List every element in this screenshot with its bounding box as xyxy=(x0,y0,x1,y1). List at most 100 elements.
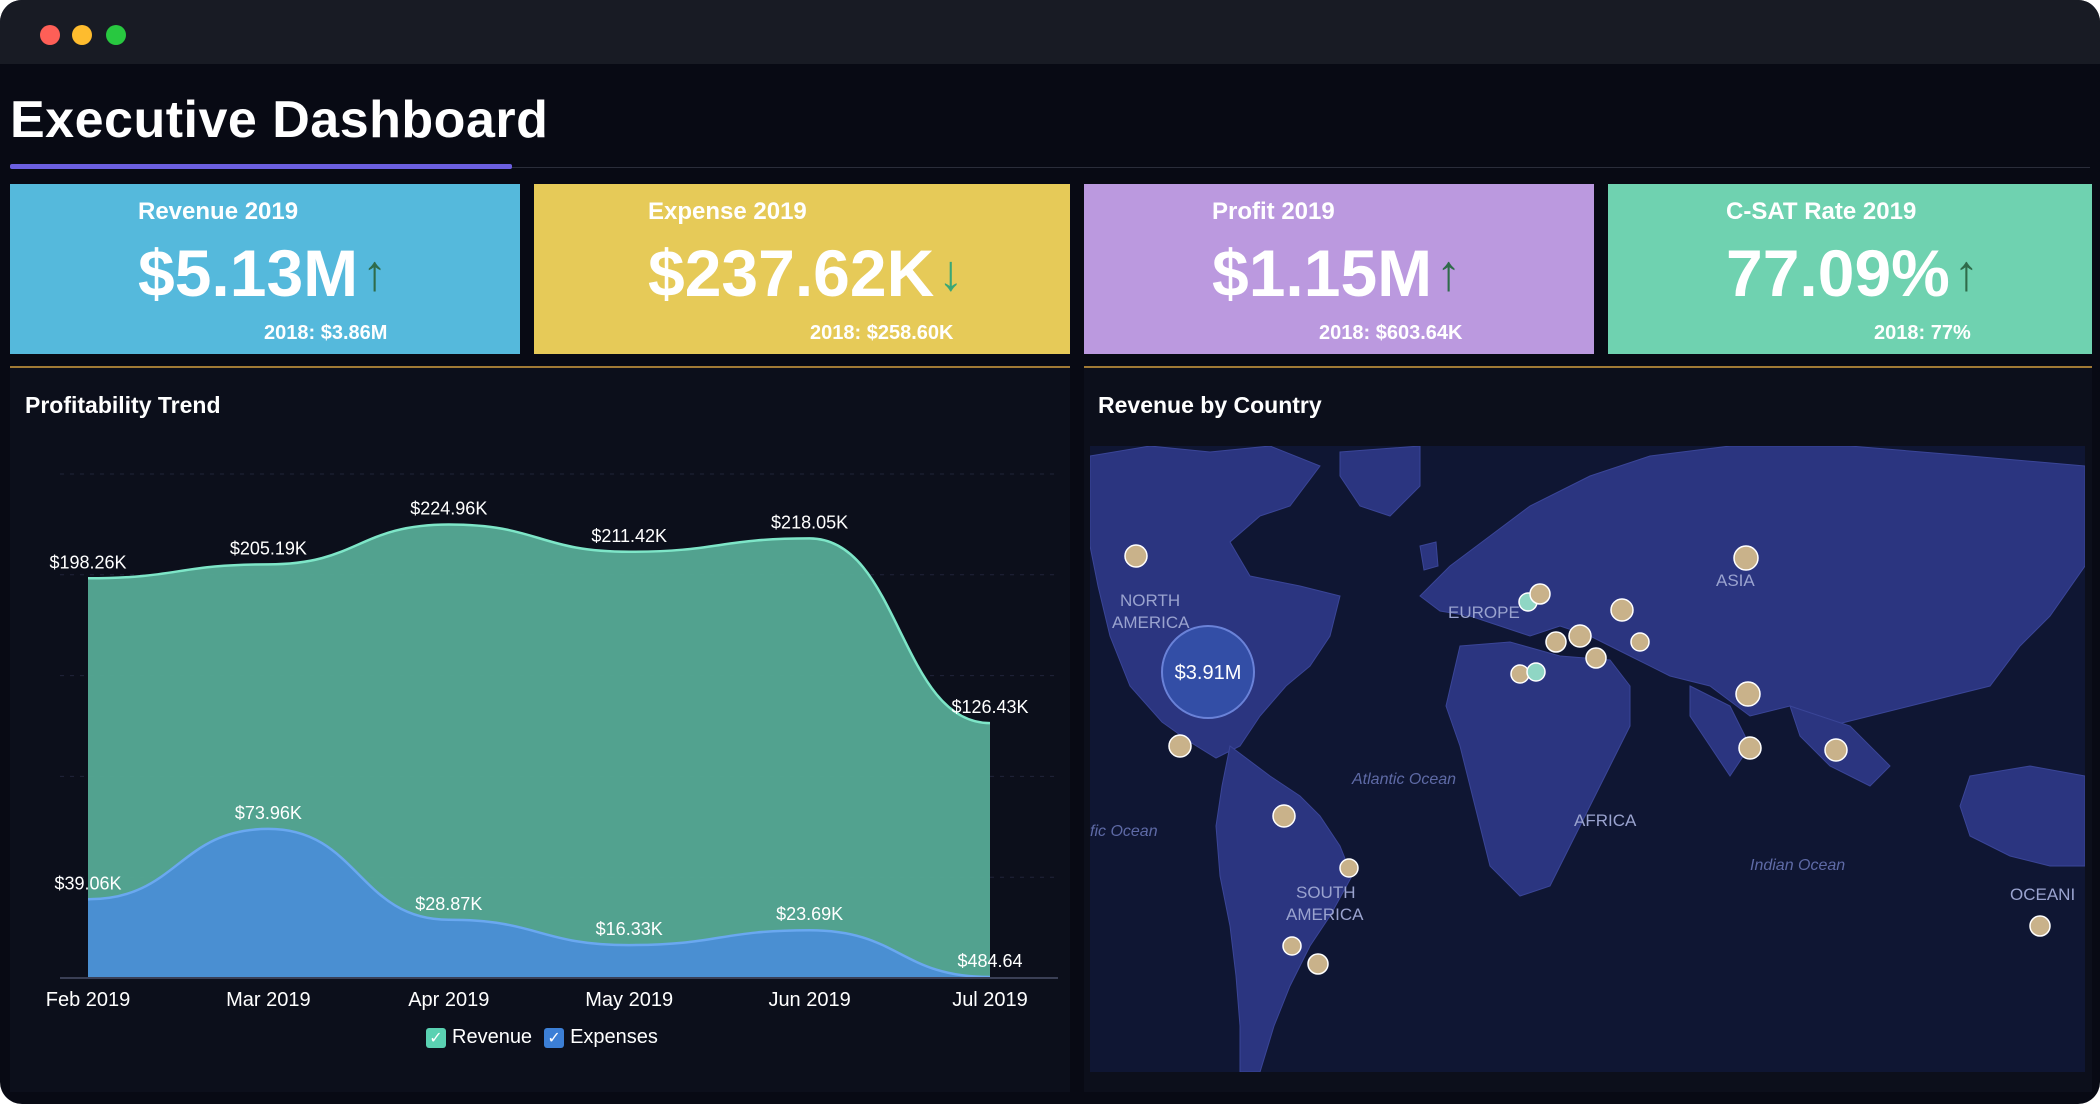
ocean-label: Atlantic Ocean xyxy=(1351,771,1456,788)
checkbox-checked-icon[interactable]: ✓ xyxy=(544,1027,565,1048)
country-markers[interactable] xyxy=(1124,544,2051,975)
kpi-card-profit[interactable]: Profit 2019 $1.15M ↑ 2018: $603.64K xyxy=(1084,184,1594,354)
continent-label: NORTH xyxy=(1120,591,1180,610)
data-label: $126.43K xyxy=(951,697,1028,717)
data-label: $224.96K xyxy=(410,498,487,518)
ocean-labels: Atlantic Ocean fic Ocean Indian Ocean xyxy=(1090,771,1845,874)
country-marker[interactable] xyxy=(1824,738,1848,762)
country-marker[interactable] xyxy=(1610,598,1634,622)
country-marker[interactable] xyxy=(1339,858,1359,878)
kpi-card-revenue[interactable]: Revenue 2019 $5.13M ↑ 2018: $3.86M xyxy=(10,184,520,354)
kpi-value: $5.13M xyxy=(138,236,359,310)
continent-label: AMERICA xyxy=(1112,613,1190,632)
continent-label: AFRICA xyxy=(1574,811,1637,830)
page-title: Executive Dashboard xyxy=(10,91,549,149)
country-marker[interactable] xyxy=(2029,915,2051,937)
kpi-previous-value: 2018: 77% xyxy=(1874,322,1971,344)
country-marker[interactable] xyxy=(1568,624,1592,648)
data-label: $28.87K xyxy=(415,894,482,914)
continent-label: AMERICA xyxy=(1286,905,1364,924)
greenland-shape xyxy=(1339,446,1421,517)
data-label: $218.05K xyxy=(771,512,848,532)
ocean-label: fic Ocean xyxy=(1090,823,1158,840)
kpi-card-csat[interactable]: C-SAT Rate 2019 77.09% ↑ 2018: 77% xyxy=(1608,184,2092,354)
eurasia-shape xyxy=(1419,446,2085,727)
data-label: $16.33K xyxy=(596,919,663,939)
country-marker[interactable] xyxy=(1168,734,1192,758)
country-marker[interactable] xyxy=(1307,953,1329,975)
world-map[interactable]: NORTH AMERICA EUROPE ASIA AFRICA SOUTH A… xyxy=(1090,446,2085,1072)
panel-title: Profitability Trend xyxy=(25,392,221,418)
country-marker[interactable] xyxy=(1529,583,1551,605)
south-america-shape xyxy=(1215,745,1353,1072)
country-marker[interactable] xyxy=(1733,545,1759,571)
country-marker[interactable] xyxy=(1272,804,1296,828)
data-label: $484.64 xyxy=(957,951,1022,971)
x-tick-label: May 2019 xyxy=(585,989,673,1011)
continent-label: OCEANI xyxy=(2010,885,2075,904)
data-label: $23.69K xyxy=(776,904,843,924)
trend-down-arrow-icon: ↓ xyxy=(938,245,964,301)
kpi-previous-value: 2018: $258.60K xyxy=(810,322,954,344)
highlight-marker-usa[interactable] xyxy=(1161,625,1255,719)
x-tick-label: Jul 2019 xyxy=(952,989,1028,1011)
data-label: $198.26K xyxy=(49,552,126,572)
country-marker[interactable] xyxy=(1545,631,1567,653)
x-tick-label: Jun 2019 xyxy=(768,989,850,1011)
line-expenses xyxy=(87,827,991,979)
legend-item-revenue[interactable]: ✓ Revenue xyxy=(426,1026,532,1049)
legend-label: Expenses xyxy=(570,1026,658,1048)
kpi-value: $237.62K xyxy=(648,236,935,310)
south-asia-shape xyxy=(1689,685,1751,777)
kpi-title: C-SAT Rate 2019 xyxy=(1726,198,1917,225)
country-marker[interactable] xyxy=(1510,664,1530,684)
country-marker[interactable] xyxy=(1735,681,1761,707)
chart-legend: ✓ Revenue ✓ Expenses xyxy=(426,1026,658,1049)
kpi-previous-value: 2018: $603.64K xyxy=(1319,322,1463,344)
country-marker[interactable] xyxy=(1738,736,1762,760)
country-marker[interactable] xyxy=(1585,647,1607,669)
legend-item-expenses[interactable]: ✓ Expenses xyxy=(544,1026,658,1049)
title-divider xyxy=(512,167,2090,168)
panel-divider xyxy=(10,366,1070,368)
kpi-title: Revenue 2019 xyxy=(138,198,299,225)
line-revenue xyxy=(87,523,991,725)
area-expenses[interactable] xyxy=(88,828,990,978)
north-america-shape xyxy=(1090,446,1341,759)
legend-label: Revenue xyxy=(452,1026,533,1048)
country-marker[interactable] xyxy=(1124,544,1148,568)
kpi-title: Profit 2019 xyxy=(1212,198,1335,225)
panel-title: Revenue by Country xyxy=(1098,392,1322,418)
country-marker[interactable] xyxy=(1282,936,1302,956)
x-tick-label: Feb 2019 xyxy=(46,989,131,1011)
maximize-window-button[interactable] xyxy=(106,25,126,45)
data-label: $205.19K xyxy=(230,538,307,558)
highlight-marker-label: $3.91M xyxy=(1175,662,1242,684)
continent-labels: NORTH AMERICA EUROPE ASIA AFRICA SOUTH A… xyxy=(1112,571,2075,924)
minimize-window-button[interactable] xyxy=(72,25,92,45)
window-titlebar xyxy=(0,0,2100,64)
country-marker[interactable] xyxy=(1630,632,1650,652)
australia-shape xyxy=(1959,765,2085,867)
continent-label: ASIA xyxy=(1716,571,1755,590)
continent-label: SOUTH xyxy=(1296,883,1356,902)
data-label: $73.96K xyxy=(235,803,302,823)
panel-divider xyxy=(1084,366,2092,368)
x-tick-label: Apr 2019 xyxy=(408,989,489,1011)
kpi-title: Expense 2019 xyxy=(648,198,807,225)
ocean-label: Indian Ocean xyxy=(1750,857,1845,874)
country-marker[interactable] xyxy=(1526,662,1546,682)
kpi-card-expense[interactable]: Expense 2019 $237.62K ↓ 2018: $258.60K xyxy=(534,184,1070,354)
checkbox-checked-icon[interactable]: ✓ xyxy=(426,1027,446,1048)
kpi-value: 77.09% xyxy=(1726,236,1950,310)
trend-up-arrow-icon: ↑ xyxy=(1436,245,1462,301)
profitability-trend-chart[interactable]: $198.26K $205.19K $224.96K $211.42K $218.05K… xyxy=(0,440,1070,1020)
data-label: $39.06K xyxy=(54,873,121,893)
continent-label: EUROPE xyxy=(1448,603,1520,622)
kpi-value: $1.15M xyxy=(1212,236,1433,310)
trend-up-arrow-icon: ↑ xyxy=(1953,245,1979,301)
trend-up-arrow-icon: ↑ xyxy=(362,245,388,301)
x-tick-label: Mar 2019 xyxy=(226,989,311,1011)
close-window-button[interactable] xyxy=(40,25,60,45)
